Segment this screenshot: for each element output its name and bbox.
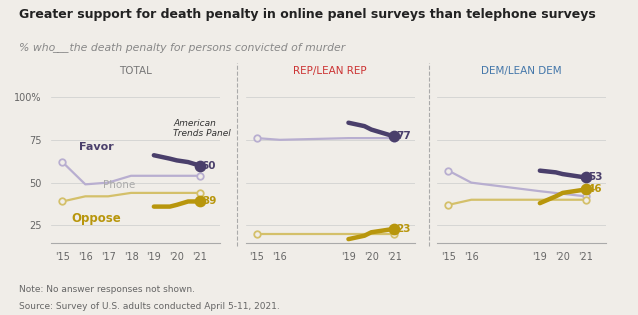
Text: 60: 60	[202, 161, 216, 170]
Text: 53: 53	[588, 173, 602, 182]
Point	[389, 134, 399, 139]
Point	[389, 226, 399, 232]
Point	[195, 163, 205, 168]
Point	[443, 202, 454, 207]
Text: Favor: Favor	[79, 142, 114, 152]
Text: DEM/LEAN DEM: DEM/LEAN DEM	[481, 66, 562, 76]
Point	[195, 173, 205, 178]
Point	[443, 168, 454, 173]
Text: the death penalty for persons convicted of murder: the death penalty for persons convicted …	[66, 43, 345, 53]
Point	[252, 232, 262, 237]
Point	[195, 190, 205, 195]
Point	[57, 199, 68, 204]
Point	[195, 199, 205, 204]
Point	[581, 187, 591, 192]
Text: Source: Survey of U.S. adults conducted April 5-11, 2021.: Source: Survey of U.S. adults conducted …	[19, 302, 280, 312]
Point	[389, 135, 399, 140]
Text: Greater support for death penalty in online panel surveys than telephone surveys: Greater support for death penalty in onl…	[19, 8, 596, 21]
Text: REP/LEAN REP: REP/LEAN REP	[293, 66, 367, 76]
Text: TOTAL: TOTAL	[119, 66, 152, 76]
Point	[389, 232, 399, 237]
Point	[57, 160, 68, 165]
Point	[581, 175, 591, 180]
Point	[252, 135, 262, 140]
Text: American
Trends Panel: American Trends Panel	[174, 119, 231, 138]
Text: % who: % who	[19, 43, 59, 53]
Text: 46: 46	[588, 185, 602, 194]
Point	[581, 194, 591, 199]
Text: Note: No answer responses not shown.: Note: No answer responses not shown.	[19, 285, 195, 294]
Point	[581, 197, 591, 202]
Text: ___: ___	[52, 43, 69, 53]
Text: Oppose: Oppose	[72, 212, 122, 225]
Text: 39: 39	[202, 197, 216, 206]
Text: Phone: Phone	[103, 180, 136, 190]
Text: 23: 23	[396, 224, 411, 234]
Text: 77: 77	[396, 131, 411, 141]
